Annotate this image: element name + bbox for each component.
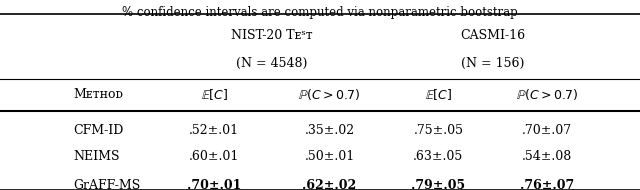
Text: Mᴇᴛʜᴏᴅ: Mᴇᴛʜᴏᴅ: [74, 89, 124, 101]
Text: .35±.02: .35±.02: [305, 124, 355, 137]
Text: .52±.01: .52±.01: [189, 124, 239, 137]
Text: CASMI-16: CASMI-16: [460, 29, 525, 42]
Text: .76±.07: .76±.07: [520, 179, 574, 190]
Text: .79±.05: .79±.05: [412, 179, 465, 190]
Text: $\mathbb{E}[C]$: $\mathbb{E}[C]$: [201, 88, 228, 102]
Text: (N = 4548): (N = 4548): [236, 57, 308, 70]
Text: $\mathbb{E}[C]$: $\mathbb{E}[C]$: [425, 88, 452, 102]
Text: GrAFF-MS: GrAFF-MS: [74, 179, 141, 190]
Text: .70±.07: .70±.07: [522, 124, 572, 137]
Text: .50±.01: .50±.01: [305, 150, 355, 163]
Text: % confidence intervals are computed via nonparametric bootstrap: % confidence intervals are computed via …: [122, 6, 518, 19]
Text: .75±.05: .75±.05: [413, 124, 463, 137]
Text: .62±.02: .62±.02: [303, 179, 356, 190]
Text: CFM-ID: CFM-ID: [74, 124, 124, 137]
Text: NIST-20 Tᴇˢᴛ: NIST-20 Tᴇˢᴛ: [231, 29, 313, 42]
Text: .70±.01: .70±.01: [188, 179, 241, 190]
Text: $\mathbb{P}(C{>}0.7)$: $\mathbb{P}(C{>}0.7)$: [516, 88, 579, 102]
Text: .54±.08: .54±.08: [522, 150, 572, 163]
Text: $\mathbb{P}(C{>}0.7)$: $\mathbb{P}(C{>}0.7)$: [298, 88, 361, 102]
Text: .60±.01: .60±.01: [189, 150, 239, 163]
Text: .63±.05: .63±.05: [413, 150, 463, 163]
Text: NEIMS: NEIMS: [74, 150, 120, 163]
Text: (N = 156): (N = 156): [461, 57, 525, 70]
